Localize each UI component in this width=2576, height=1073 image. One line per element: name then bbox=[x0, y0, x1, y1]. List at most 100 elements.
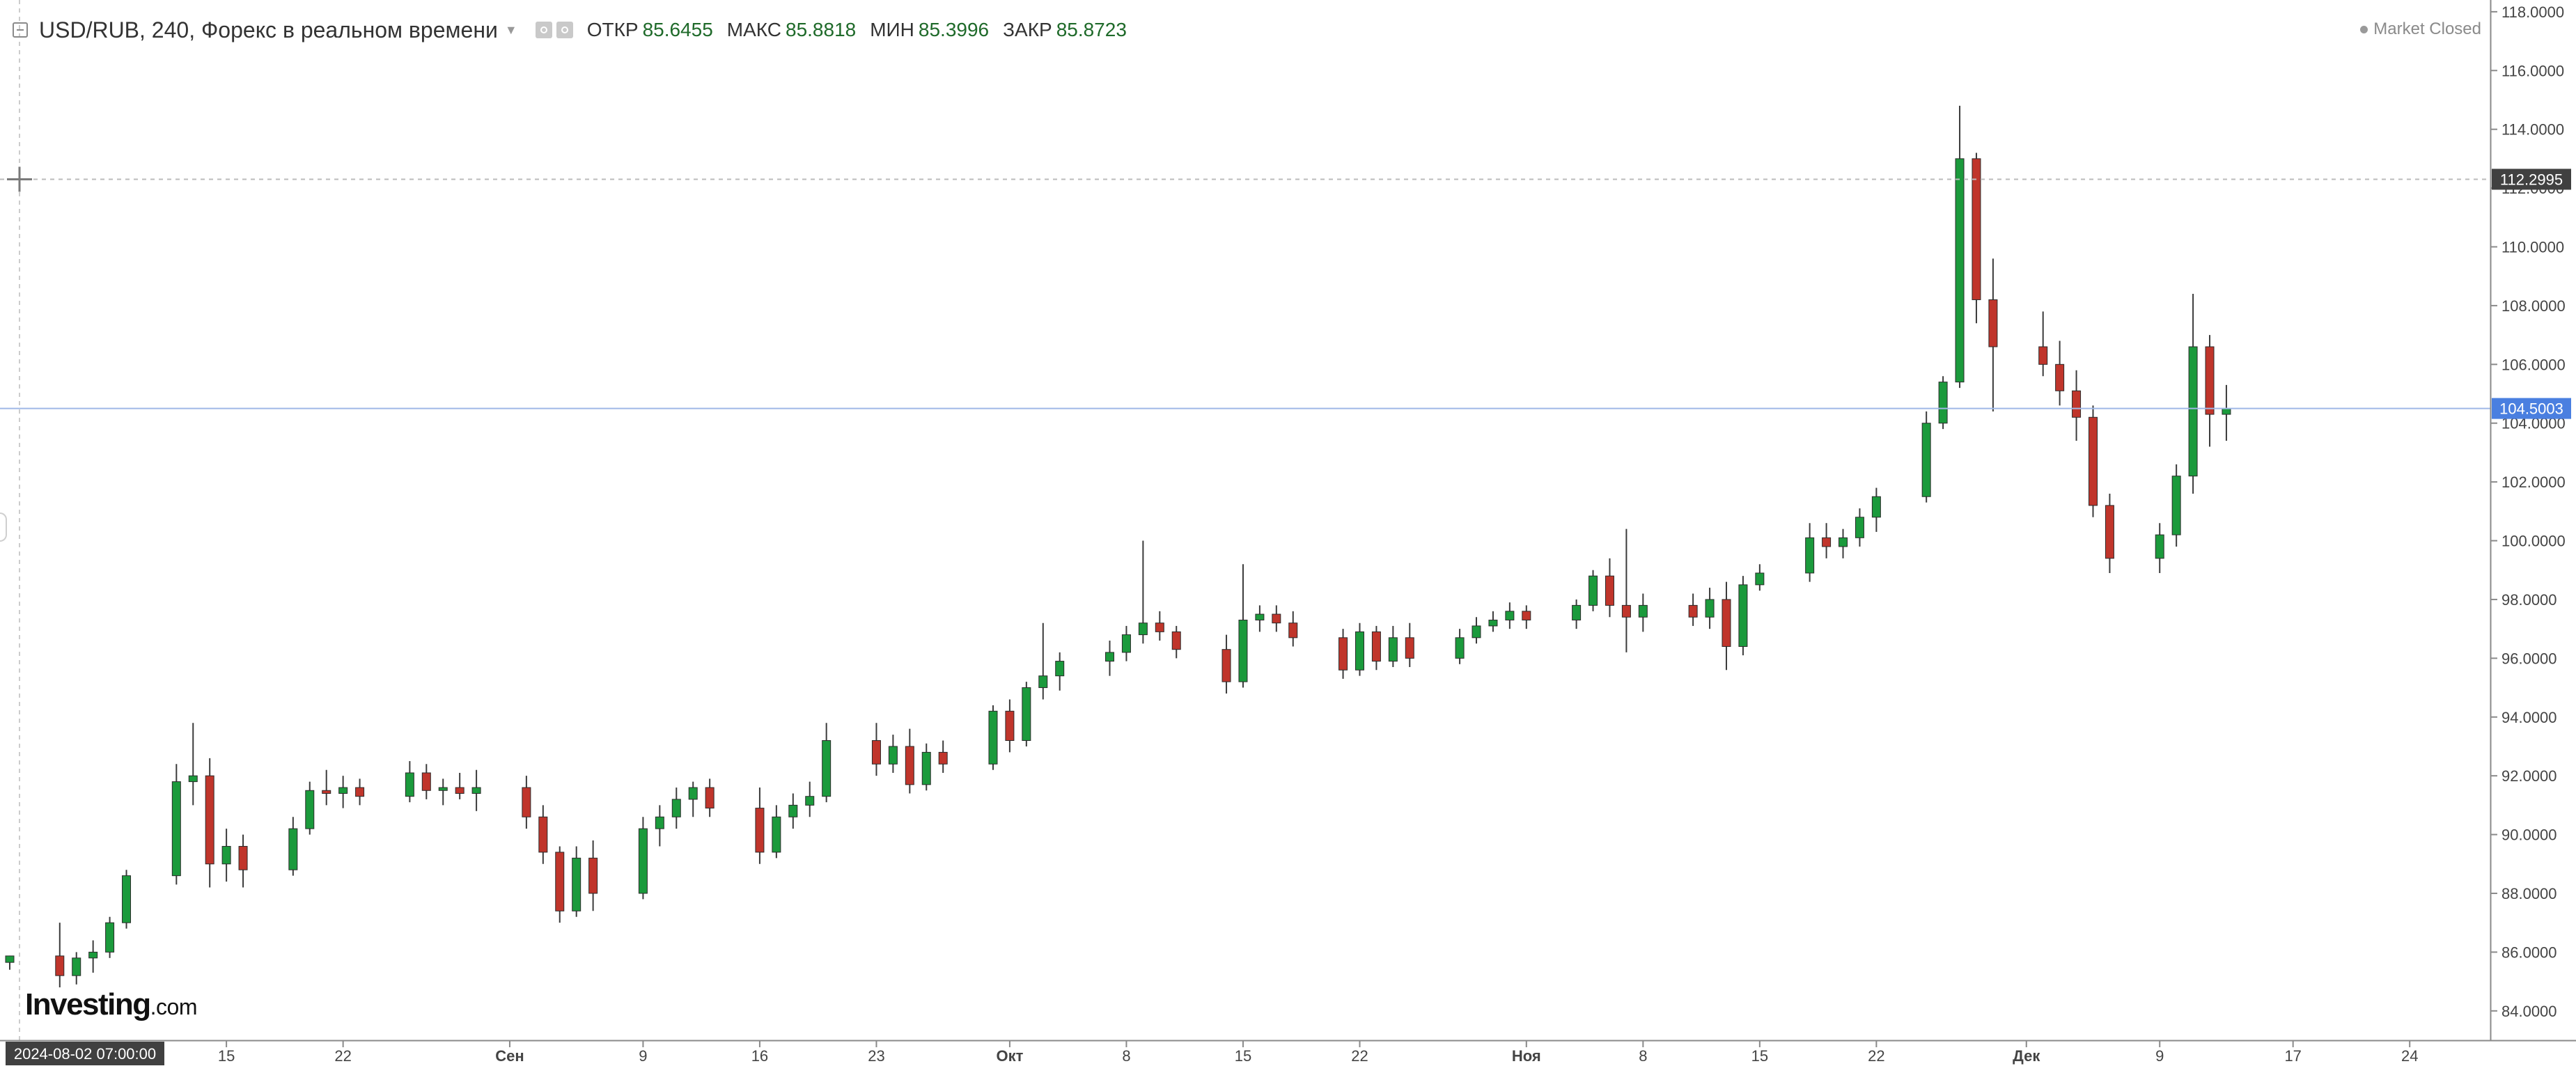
candle-body[interactable] bbox=[688, 787, 698, 800]
candle-body[interactable] bbox=[1488, 619, 1498, 627]
symbol-title[interactable]: USD/RUB, 240, Форекс в реальном времени bbox=[39, 17, 498, 42]
candle-body[interactable] bbox=[1005, 710, 1015, 742]
candle-body[interactable] bbox=[1338, 637, 1348, 671]
candle-body[interactable] bbox=[1371, 631, 1381, 662]
candle-body[interactable] bbox=[2222, 408, 2231, 415]
candle-body[interactable] bbox=[2072, 390, 2082, 418]
candle-body[interactable] bbox=[1121, 634, 1131, 653]
candle-body[interactable] bbox=[72, 957, 81, 976]
candle-body[interactable] bbox=[805, 796, 815, 806]
candle-body[interactable] bbox=[455, 787, 465, 794]
candle-body[interactable] bbox=[205, 775, 214, 865]
candle-body[interactable] bbox=[705, 787, 715, 809]
candle-body[interactable] bbox=[1871, 496, 1881, 518]
candle-body[interactable] bbox=[1171, 631, 1181, 650]
candle-body[interactable] bbox=[905, 746, 914, 785]
candle-body[interactable] bbox=[188, 775, 198, 783]
candle-body[interactable] bbox=[588, 857, 598, 894]
side-panel-handle[interactable] bbox=[0, 512, 7, 542]
collapse-legend-icon[interactable] bbox=[13, 22, 28, 38]
candle-body[interactable] bbox=[1605, 575, 1614, 606]
candle-body[interactable] bbox=[1221, 649, 1231, 682]
candle-body[interactable] bbox=[1455, 637, 1465, 659]
candle-body[interactable] bbox=[2155, 534, 2164, 559]
candle-body[interactable] bbox=[1638, 604, 1648, 618]
candle-body[interactable] bbox=[1388, 637, 1398, 662]
candle-body[interactable] bbox=[1505, 611, 1515, 620]
candle-body[interactable] bbox=[1022, 687, 1031, 742]
candle-body[interactable] bbox=[438, 787, 448, 791]
candle-body[interactable] bbox=[1355, 631, 1364, 671]
candle-body[interactable] bbox=[2088, 416, 2098, 506]
candle-body[interactable] bbox=[1988, 299, 1998, 347]
candle-body[interactable] bbox=[1738, 584, 1748, 647]
candle-body[interactable] bbox=[2055, 363, 2065, 391]
candle-body[interactable] bbox=[1138, 622, 1148, 636]
candle-body[interactable] bbox=[288, 828, 298, 870]
candle-body[interactable] bbox=[1588, 575, 1598, 606]
candle-body[interactable] bbox=[1972, 158, 1981, 300]
candle-body[interactable] bbox=[1105, 652, 1115, 662]
candle-body[interactable] bbox=[1472, 625, 1481, 639]
candle-body[interactable] bbox=[2171, 476, 2181, 535]
candle-body[interactable] bbox=[221, 845, 231, 865]
candle-body[interactable] bbox=[2038, 346, 2048, 365]
candle-body[interactable] bbox=[1822, 537, 1832, 547]
candle-body[interactable] bbox=[772, 816, 781, 853]
candle-body[interactable] bbox=[1955, 158, 1965, 383]
candle-body[interactable] bbox=[421, 772, 431, 791]
candle-body[interactable] bbox=[638, 828, 648, 894]
candle-body[interactable] bbox=[1755, 572, 1765, 586]
candle-body[interactable] bbox=[405, 772, 414, 797]
candle-body[interactable] bbox=[1705, 599, 1715, 618]
candle-body[interactable] bbox=[5, 955, 15, 963]
candle-body[interactable] bbox=[538, 816, 548, 853]
candle-body[interactable] bbox=[1688, 604, 1698, 618]
candle-body[interactable] bbox=[1522, 611, 1531, 620]
candle-body[interactable] bbox=[88, 951, 98, 959]
candle-body[interactable] bbox=[938, 751, 948, 765]
chevron-down-icon[interactable]: ▼ bbox=[504, 22, 517, 37]
candle-body[interactable] bbox=[171, 781, 181, 877]
candle-body[interactable] bbox=[1405, 637, 1414, 659]
candle-body[interactable] bbox=[788, 804, 798, 817]
candle-body[interactable] bbox=[522, 787, 531, 817]
candle-body[interactable] bbox=[1272, 613, 1281, 624]
candle-body[interactable] bbox=[655, 816, 664, 829]
candle-body[interactable] bbox=[1038, 675, 1048, 689]
candle-body[interactable] bbox=[122, 875, 132, 923]
candle-body[interactable] bbox=[755, 808, 765, 853]
candle-body[interactable] bbox=[1288, 622, 1298, 639]
candle-body[interactable] bbox=[1055, 661, 1065, 677]
candle-body[interactable] bbox=[1839, 537, 1848, 547]
candle-body[interactable] bbox=[1805, 537, 1815, 574]
candle-body[interactable] bbox=[238, 845, 248, 870]
candle-body[interactable] bbox=[2205, 346, 2215, 415]
candle-body[interactable] bbox=[1238, 619, 1248, 682]
candle-body[interactable] bbox=[2188, 346, 2198, 477]
candle-body[interactable] bbox=[1572, 604, 1582, 620]
candle-body[interactable] bbox=[921, 751, 931, 785]
candle-body[interactable] bbox=[572, 857, 581, 911]
candle-body[interactable] bbox=[338, 787, 348, 794]
candle-body[interactable] bbox=[1155, 622, 1164, 632]
candle-body[interactable] bbox=[888, 746, 898, 765]
candle-body[interactable] bbox=[1938, 382, 1948, 424]
candle-body[interactable] bbox=[355, 787, 365, 797]
candle-body[interactable] bbox=[555, 852, 565, 911]
candle-body[interactable] bbox=[1255, 613, 1265, 620]
candle-body[interactable] bbox=[2105, 505, 2114, 559]
candle-body[interactable] bbox=[471, 787, 481, 794]
candle-body[interactable] bbox=[822, 740, 832, 797]
candle-body[interactable] bbox=[305, 790, 315, 829]
candle-body[interactable] bbox=[1921, 423, 1931, 497]
candle-body[interactable] bbox=[871, 740, 881, 765]
candle-body[interactable] bbox=[1722, 599, 1731, 647]
candle-body[interactable] bbox=[1855, 517, 1864, 538]
candle-body[interactable] bbox=[105, 922, 115, 953]
settings-icon[interactable] bbox=[556, 22, 573, 38]
candle-body[interactable] bbox=[322, 790, 331, 794]
candle-body[interactable] bbox=[988, 710, 998, 765]
